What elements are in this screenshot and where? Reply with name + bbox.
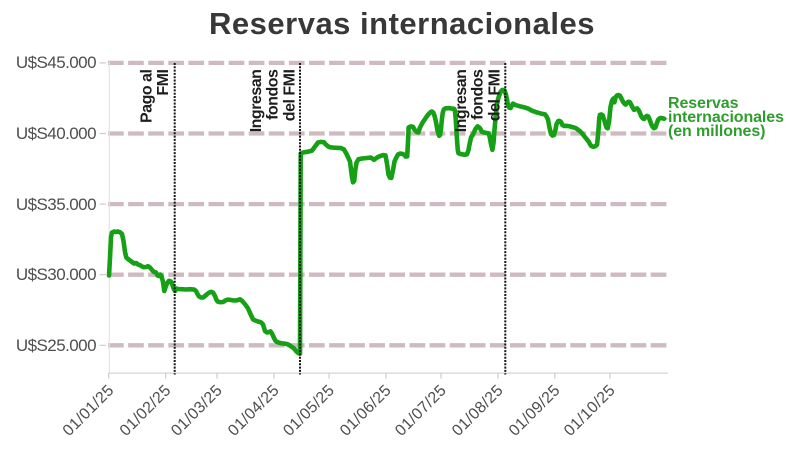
- svg-text:01/01/25: 01/01/25: [60, 382, 118, 440]
- svg-text:01/09/25: 01/09/25: [506, 382, 564, 440]
- svg-text:Ingresanfondosdel FMI: Ingresanfondosdel FMI: [248, 69, 299, 132]
- svg-text:01/06/25: 01/06/25: [337, 382, 395, 440]
- svg-text:01/08/25: 01/08/25: [449, 382, 507, 440]
- svg-text:Pago alFMI: Pago alFMI: [138, 70, 172, 123]
- svg-text:01/10/25: 01/10/25: [561, 382, 619, 440]
- svg-text:01/04/25: 01/04/25: [225, 382, 283, 440]
- svg-text:01/02/25: 01/02/25: [117, 382, 175, 440]
- svg-text:01/03/25: 01/03/25: [168, 382, 226, 440]
- svg-text:01/07/25: 01/07/25: [392, 382, 450, 440]
- svg-text:01/05/25: 01/05/25: [280, 382, 338, 440]
- svg-text:Ingresanfondosdel FMI: Ingresanfondosdel FMI: [453, 69, 504, 132]
